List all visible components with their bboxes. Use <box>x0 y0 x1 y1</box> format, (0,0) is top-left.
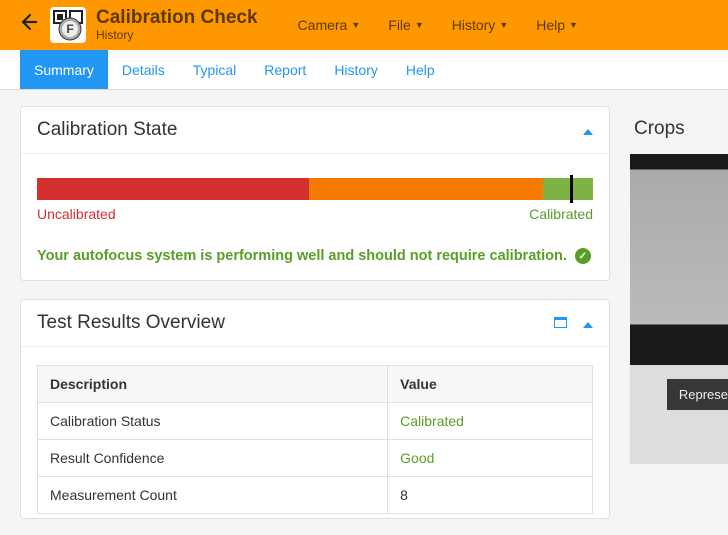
bar-segment-red <box>37 178 309 200</box>
table-row: Result ConfidenceGood <box>38 440 593 477</box>
svg-text:F: F <box>66 22 73 36</box>
card-body: Uncalibrated Calibrated Your autofocus s… <box>21 154 609 280</box>
status-text: Your autofocus system is performing well… <box>37 248 567 264</box>
side-column: Crops Represe <box>630 106 728 519</box>
title-block: Calibration Check History <box>96 8 258 42</box>
cell-description: Result Confidence <box>38 440 388 477</box>
crop-overlay-label: Represe <box>667 379 728 410</box>
back-button[interactable] <box>10 12 46 38</box>
card-header: Calibration State <box>21 107 609 154</box>
content-area: Calibration State Uncalibrated Calibrate… <box>0 90 728 535</box>
top-menu: Camera▼ File▼ History▼ Help▼ <box>298 17 578 33</box>
caret-down-icon: ▼ <box>415 20 424 30</box>
collapse-button[interactable] <box>583 122 593 138</box>
calibration-labels: Uncalibrated Calibrated <box>37 206 593 222</box>
menu-help[interactable]: Help▼ <box>536 17 578 33</box>
label-calibrated: Calibrated <box>529 206 593 222</box>
crops-title: Crops <box>630 106 728 154</box>
top-bar: F Calibration Check History Camera▼ File… <box>0 0 728 50</box>
card-body: Description Value Calibration StatusCali… <box>21 347 609 518</box>
results-table: Description Value Calibration StatusCali… <box>37 365 593 514</box>
tab-history[interactable]: History <box>320 50 392 89</box>
crop-preview[interactable]: Represe <box>630 154 728 464</box>
menu-history[interactable]: History▼ <box>452 17 508 33</box>
chevron-up-icon <box>583 322 593 328</box>
app-logo: F <box>50 7 86 43</box>
cell-value: Good <box>388 440 593 477</box>
main-column: Calibration State Uncalibrated Calibrate… <box>20 106 610 519</box>
sub-nav: Summary Details Typical Report History H… <box>0 50 728 90</box>
menu-camera[interactable]: Camera▼ <box>298 17 361 33</box>
card-header: Test Results Overview <box>21 300 609 347</box>
page-subtitle: History <box>96 29 258 42</box>
cell-description: Measurement Count <box>38 477 388 514</box>
col-description: Description <box>38 366 388 403</box>
label-uncalibrated: Uncalibrated <box>37 206 116 222</box>
tab-details[interactable]: Details <box>108 50 179 89</box>
collapse-button[interactable] <box>583 315 593 331</box>
table-row: Measurement Count8 <box>38 477 593 514</box>
chevron-up-icon <box>583 129 593 135</box>
calibration-state-card: Calibration State Uncalibrated Calibrate… <box>20 106 610 281</box>
menu-file[interactable]: File▼ <box>388 17 423 33</box>
col-value: Value <box>388 366 593 403</box>
cell-value: Calibrated <box>388 403 593 440</box>
bar-segment-orange <box>309 178 543 200</box>
caret-down-icon: ▼ <box>499 20 508 30</box>
tab-report[interactable]: Report <box>250 50 320 89</box>
page-title: Calibration Check <box>96 8 258 29</box>
cell-value: 8 <box>388 477 593 514</box>
test-results-card: Test Results Overview Description Value … <box>20 299 610 519</box>
caret-down-icon: ▼ <box>569 20 578 30</box>
calibration-bar <box>37 178 593 200</box>
tab-help[interactable]: Help <box>392 50 449 89</box>
card-title: Test Results Overview <box>37 312 225 334</box>
popout-button[interactable] <box>554 315 567 331</box>
card-title: Calibration State <box>37 119 177 141</box>
tab-summary[interactable]: Summary <box>20 50 108 89</box>
check-circle-icon: ✓ <box>575 248 591 264</box>
calibration-marker <box>570 175 573 203</box>
cell-description: Calibration Status <box>38 403 388 440</box>
status-message: Your autofocus system is performing well… <box>37 248 593 264</box>
window-icon <box>554 317 567 328</box>
table-row: Calibration StatusCalibrated <box>38 403 593 440</box>
tab-typical[interactable]: Typical <box>179 50 251 89</box>
caret-down-icon: ▼ <box>351 20 360 30</box>
bar-segment-green <box>543 178 593 200</box>
